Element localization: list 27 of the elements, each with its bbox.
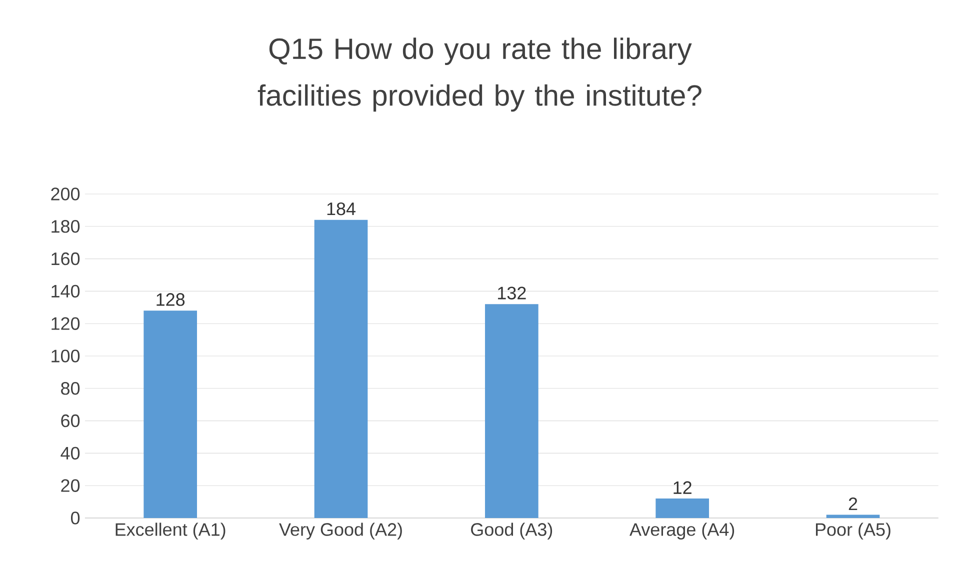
data-label: 12: [674, 481, 692, 494]
data-label: 184: [327, 202, 356, 216]
y-tick-label: 0: [70, 512, 80, 524]
y-tick-label: 180: [52, 220, 80, 233]
bar: [314, 220, 368, 518]
bar: [656, 498, 710, 518]
y-tick-label: 140: [52, 284, 80, 298]
chart-title: Q15 How do you rate the library facilities provided by the institute?: [258, 38, 702, 112]
x-tick-label: Good (A3): [471, 522, 552, 540]
bar: [144, 310, 198, 518]
data-label: 128: [156, 293, 185, 306]
data-label: 2: [848, 497, 858, 510]
y-tick-label: 100: [52, 350, 80, 362]
x-tick-label: Average (A4): [630, 522, 734, 540]
x-tick-label: Very Good (A2): [279, 522, 402, 540]
bar: [485, 304, 538, 518]
bar: [826, 514, 880, 518]
x-tick-label: Poor (A5): [816, 522, 890, 540]
y-tick-label: 80: [61, 382, 80, 395]
y-tick-label: 20: [61, 479, 80, 492]
y-tick-label: 120: [52, 317, 80, 330]
y-tick-label: 40: [60, 446, 80, 460]
y-tick-label: 160: [52, 252, 80, 266]
y-tick-label: 200: [51, 188, 80, 200]
y-tick-label: 60: [61, 414, 80, 428]
data-label: 132: [498, 286, 526, 300]
x-tick-label: Excellent (A1): [116, 522, 226, 540]
